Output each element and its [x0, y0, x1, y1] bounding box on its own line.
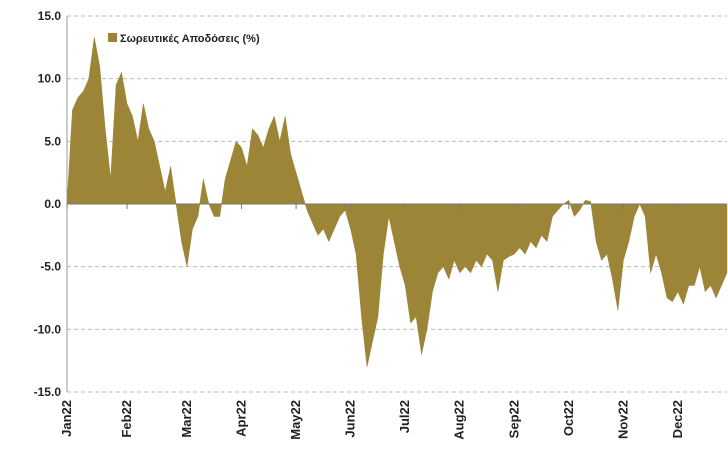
- legend-swatch: [108, 33, 117, 42]
- x-tick-label: Sep22: [506, 400, 521, 438]
- x-tick-label: Jun22: [343, 400, 358, 438]
- y-tick-label: 0.0: [44, 197, 61, 211]
- legend-label: Σωρευτικές Αποδόσεις (%): [120, 33, 260, 45]
- y-tick-label: -5.0: [40, 260, 61, 274]
- x-tick-label: Dec22: [670, 400, 685, 438]
- x-tick-label: Mar22: [179, 400, 194, 438]
- x-tick-label: Nov22: [615, 400, 630, 439]
- x-tick-label: Oct22: [561, 400, 576, 436]
- x-tick-label: May22: [288, 400, 303, 440]
- y-tick-label: 15.0: [38, 9, 62, 23]
- x-tick-label: Jan22: [59, 400, 74, 437]
- x-tick-label: Jul22: [397, 400, 412, 433]
- y-tick-label: -10.0: [34, 322, 62, 336]
- area: [66, 37, 728, 367]
- x-tick-label: Apr22: [234, 400, 249, 437]
- y-tick-label: 10.0: [38, 72, 62, 86]
- y-tick-label: 5.0: [44, 134, 61, 148]
- y-tick-label: -15.0: [34, 385, 62, 399]
- x-tick-label: Aug22: [452, 400, 467, 440]
- x-tick-label: Feb22: [119, 400, 134, 438]
